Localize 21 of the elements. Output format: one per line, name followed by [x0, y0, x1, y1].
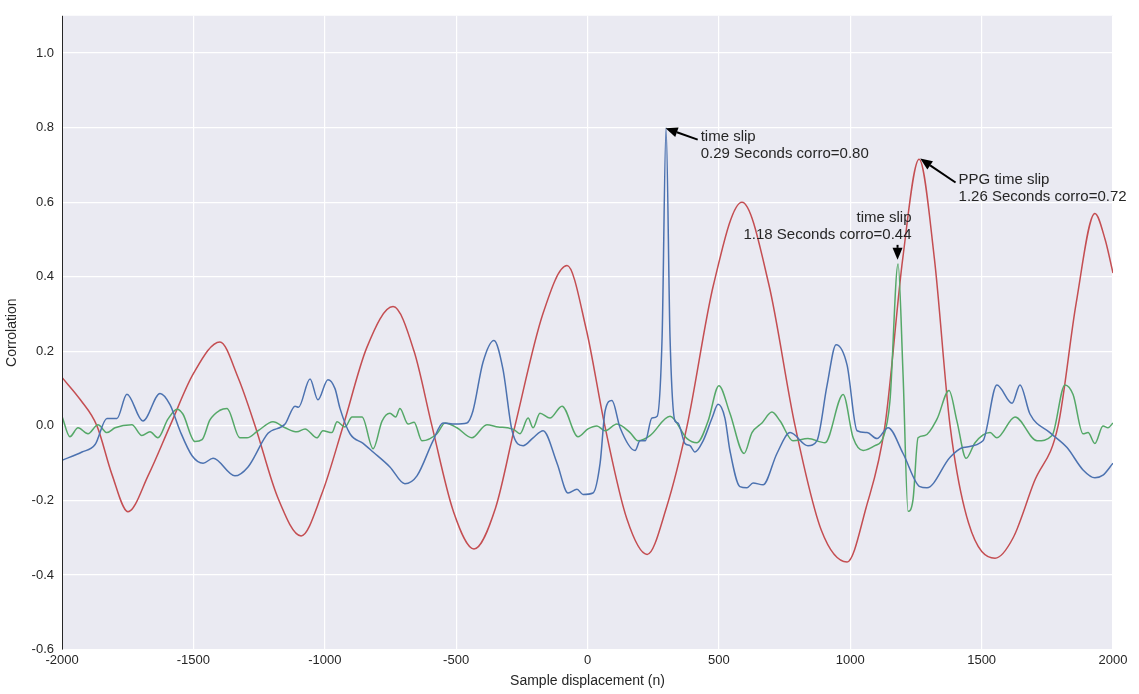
- x-tick-label: -1500: [176, 651, 210, 667]
- x-tick-label: -500: [443, 651, 470, 667]
- annotation: time slip 0.29 Seconds corro=0.80: [700, 126, 869, 161]
- y-tick-label: 0.0: [35, 417, 54, 433]
- x-tick-label: 500: [708, 651, 730, 667]
- y-tick-label: -0.4: [31, 566, 54, 582]
- y-axis-title: Corrolation: [3, 298, 20, 367]
- x-tick-label: 0: [583, 651, 592, 667]
- y-tick-label: 0.6: [35, 193, 54, 209]
- x-tick-label: 2000: [1098, 651, 1128, 667]
- y-tick-label: 1.0: [35, 44, 54, 60]
- x-tick-label: 1000: [835, 651, 865, 667]
- y-tick-label: 0.8: [35, 119, 54, 135]
- y-tick-label: 0.4: [35, 268, 54, 284]
- x-tick-label: 1500: [967, 651, 997, 667]
- annotation: PPG time slip 1.26 Seconds corro=0.72: [958, 169, 1127, 204]
- x-tick-label: -1000: [308, 651, 342, 667]
- y-tick-label: -0.2: [31, 492, 54, 508]
- line-series: [62, 263, 1113, 513]
- x-axis-title: Sample displacement (n): [510, 672, 665, 689]
- y-tick-label: 0.2: [35, 342, 54, 358]
